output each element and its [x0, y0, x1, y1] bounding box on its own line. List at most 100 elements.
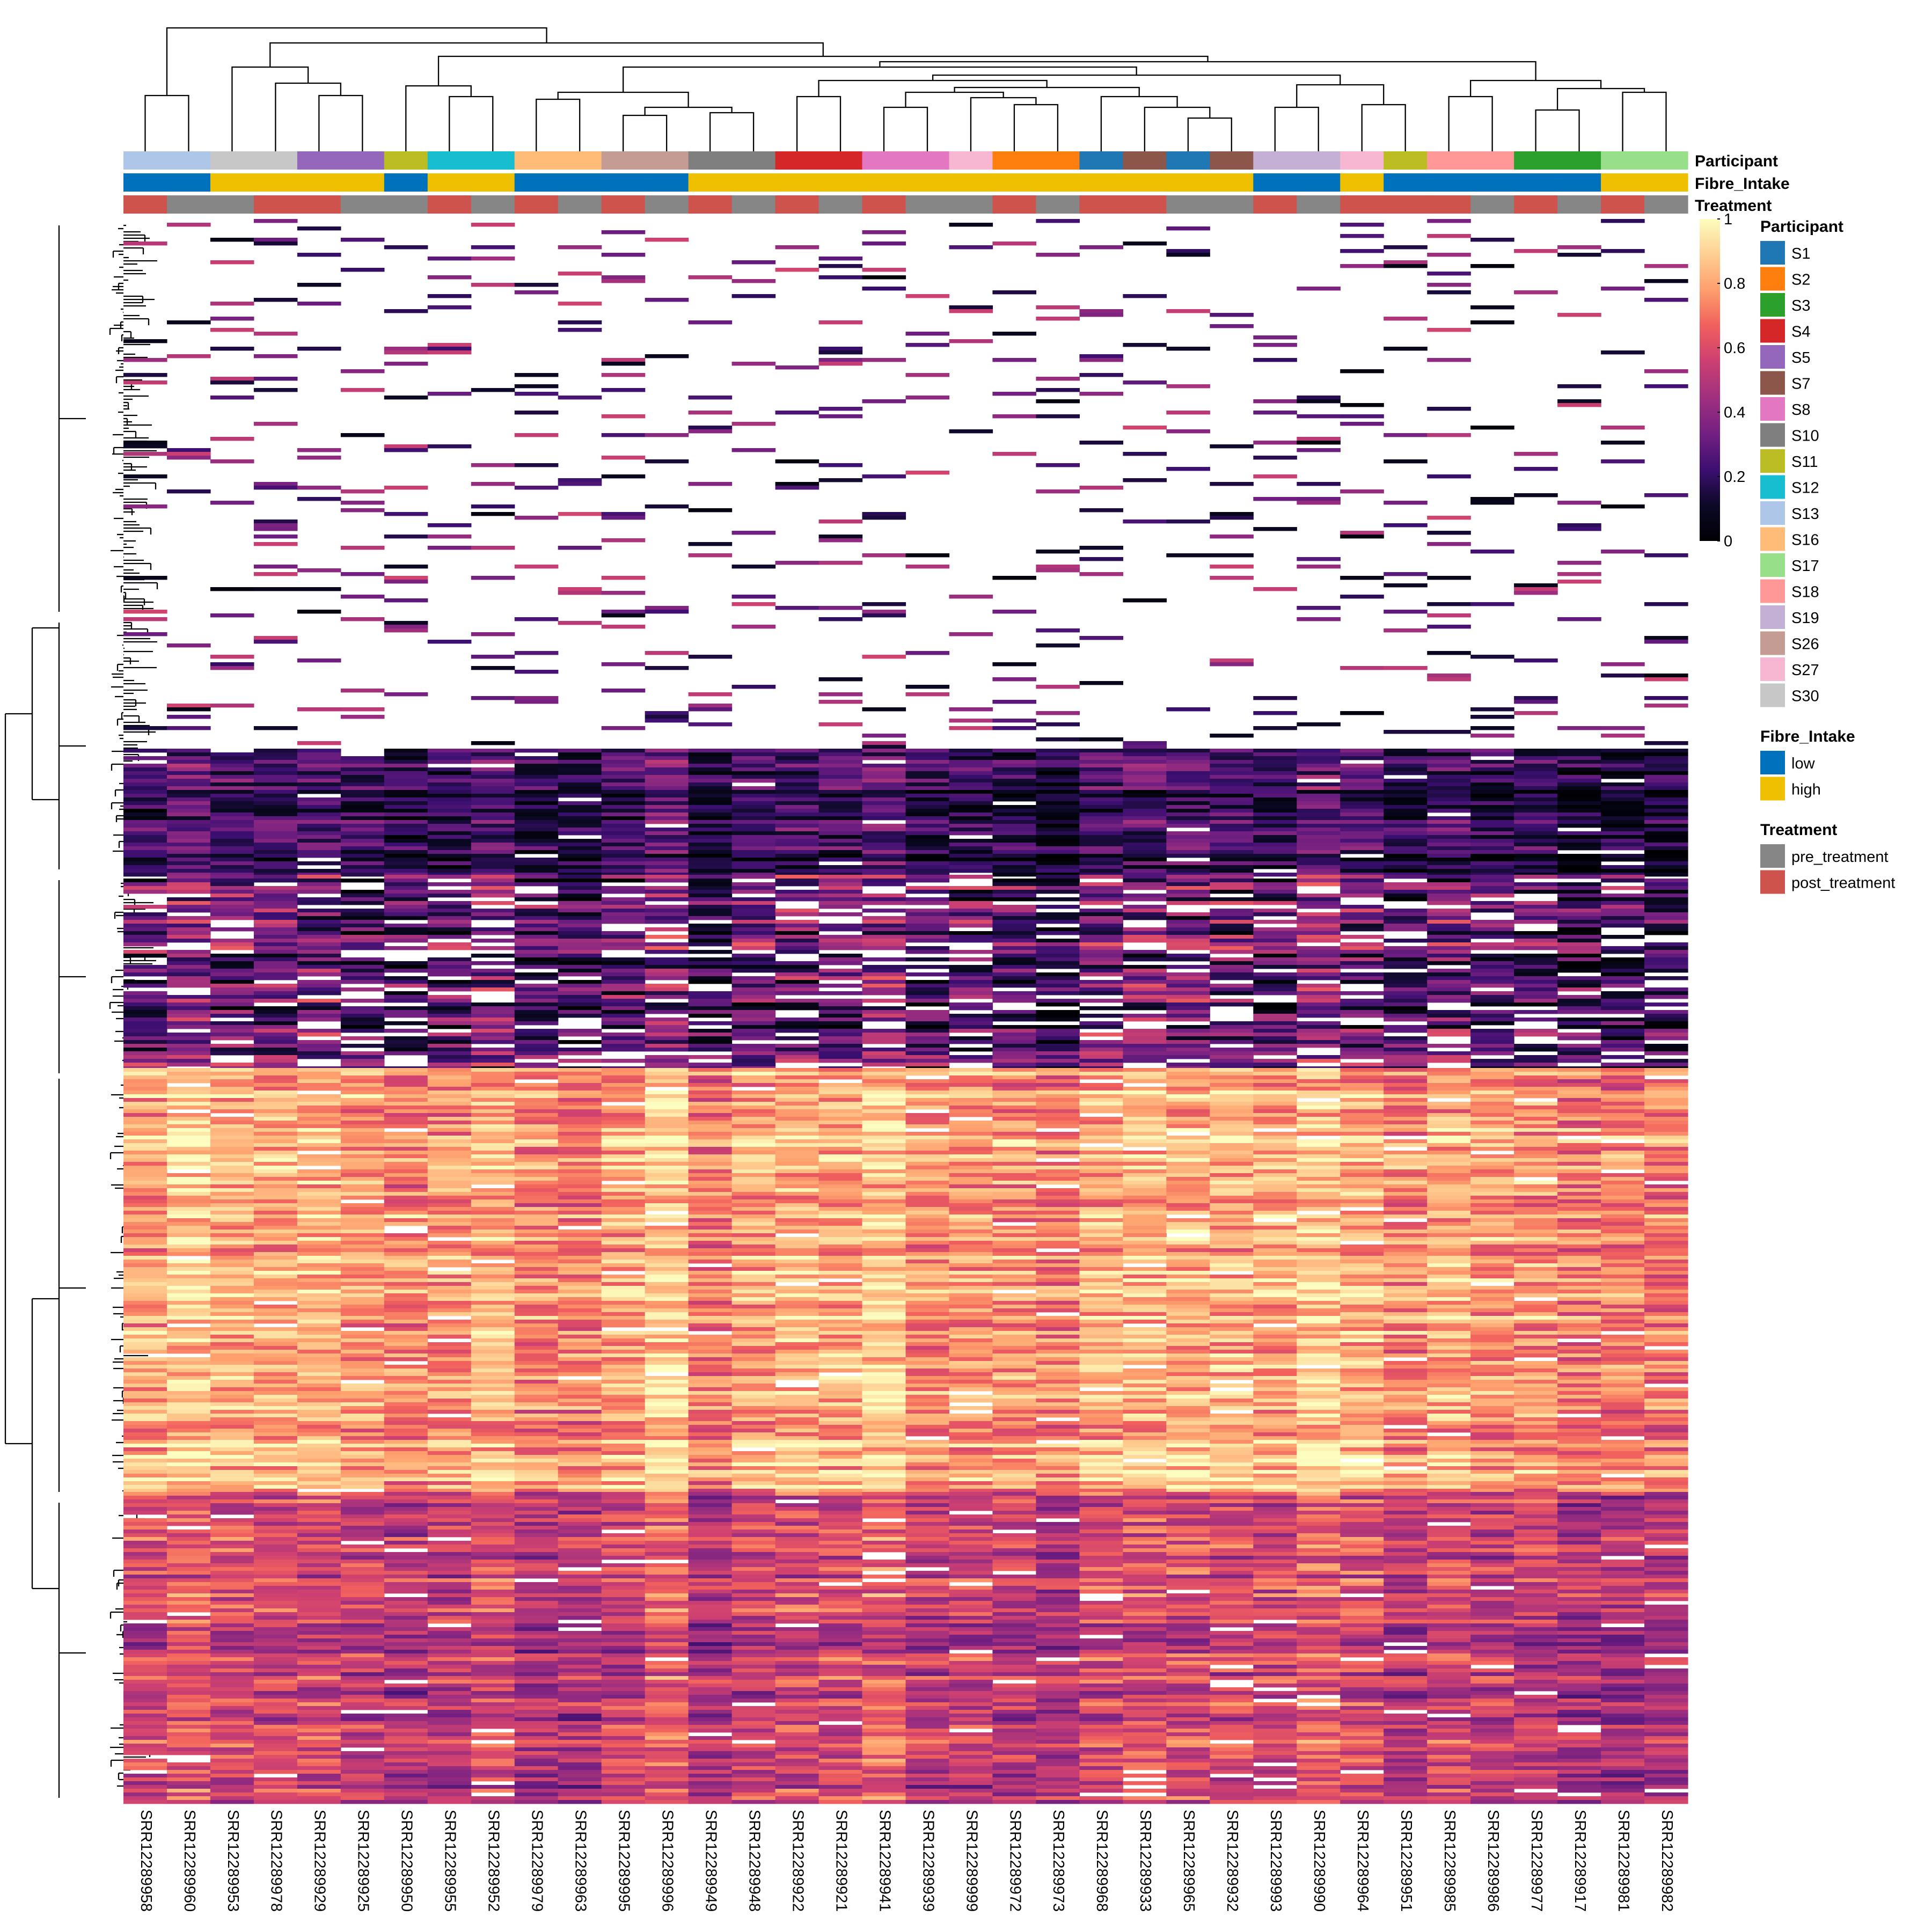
- heatmap-cell: [1514, 816, 1558, 821]
- heatmap-cell: [1427, 1151, 1471, 1155]
- heatmap-cell: [123, 912, 167, 917]
- heatmap-cell: [775, 1059, 819, 1063]
- heatmap-cell: [167, 764, 211, 768]
- heatmap-cell: [905, 1162, 950, 1166]
- heatmap-cell: [1384, 843, 1428, 847]
- heatmap-cell: [905, 813, 950, 817]
- heatmap-cell: [1297, 897, 1341, 902]
- heatmap-cell: [1123, 426, 1167, 430]
- heatmap-cell: [253, 831, 298, 836]
- heatmap-cell: [471, 909, 515, 913]
- heatmap-cell: [1601, 873, 1645, 877]
- heatmap-cell: [340, 1063, 385, 1067]
- heatmap-cell: [1514, 756, 1558, 760]
- heatmap-cell: [862, 939, 906, 943]
- heatmap-cell: [862, 869, 906, 873]
- participant-cell: [992, 151, 1037, 170]
- fibre-intake-cell: [297, 173, 341, 192]
- heatmap-cell: [992, 332, 1036, 336]
- heatmap-cell: [731, 987, 776, 992]
- heatmap-cell: [558, 894, 602, 898]
- heatmap-cell: [558, 396, 602, 400]
- heatmap-cell: [1166, 771, 1210, 775]
- heatmap-cell: [340, 972, 385, 977]
- participant-cell: [1384, 151, 1428, 170]
- heatmap-cell: [1514, 846, 1558, 851]
- heatmap-cell: [558, 794, 602, 798]
- heatmap-cell: [1514, 957, 1558, 962]
- heatmap-cell: [1253, 805, 1297, 809]
- heatmap-cell: [905, 875, 950, 879]
- heatmap-cell: [1297, 764, 1341, 768]
- heatmap-cell: [1644, 987, 1688, 992]
- heatmap-cell: [210, 813, 254, 817]
- heatmap-cell: [210, 767, 254, 772]
- heatmap-cell: [1297, 1029, 1341, 1033]
- heatmap-cell: [1557, 771, 1601, 775]
- heatmap-cell: [1253, 1021, 1297, 1026]
- heatmap-cell: [297, 931, 341, 935]
- fibre-intake-cell: [1123, 173, 1167, 192]
- heatmap-cell: [1514, 1139, 1558, 1144]
- heatmap-cell: [427, 760, 472, 764]
- heatmap-cell: [1514, 865, 1558, 869]
- heatmap-cell: [471, 1033, 515, 1037]
- heatmap-cell: [601, 275, 646, 280]
- heatmap-cell: [1470, 779, 1514, 783]
- heatmap-cell: [731, 1006, 776, 1011]
- heatmap-cell: [1036, 905, 1080, 909]
- heatmap-cell: [1123, 1143, 1167, 1147]
- heatmap-cell: [601, 991, 646, 996]
- heatmap-cell: [253, 824, 298, 828]
- heatmap-cell: [340, 1055, 385, 1059]
- heatmap-cell: [1644, 927, 1688, 932]
- heatmap-cell: [340, 790, 385, 794]
- heatmap-cell: [645, 987, 689, 992]
- heatmap-cell: [645, 610, 689, 614]
- heatmap-cell: [1427, 1025, 1471, 1029]
- heatmap-cell: [340, 999, 385, 1003]
- heatmap-cell: [123, 775, 167, 779]
- heatmap-cell: [949, 779, 993, 783]
- heatmap-cell: [123, 380, 167, 385]
- heatmap-cell: [1644, 279, 1688, 283]
- heatmap-cell: [1123, 519, 1167, 524]
- heatmap-cell: [992, 1051, 1036, 1056]
- heatmap-cell: [253, 298, 298, 302]
- heatmap-cell: [818, 358, 863, 362]
- heatmap-cell: [775, 909, 819, 913]
- heatmap-cell: [1210, 482, 1254, 486]
- heatmap-cell: [818, 1139, 863, 1144]
- heatmap-cell: [1123, 294, 1167, 298]
- heatmap-cell: [427, 523, 472, 528]
- heatmap-cell: [905, 1087, 950, 1091]
- heatmap-cell: [1166, 1113, 1210, 1117]
- heatmap-cell: [601, 976, 646, 980]
- heatmap-cell: [601, 1036, 646, 1041]
- heatmap-cell: [1601, 905, 1645, 909]
- heatmap-cell: [862, 1121, 906, 1125]
- participant-annotation-bar: [123, 151, 1688, 170]
- heatmap-cell: [1470, 839, 1514, 843]
- heatmap-cell: [1079, 1139, 1123, 1144]
- heatmap-cell: [601, 775, 646, 779]
- heatmap-cell: [645, 879, 689, 883]
- heatmap-cell: [1644, 801, 1688, 806]
- heatmap-cell: [1253, 961, 1297, 965]
- heatmap-cell: [992, 752, 1036, 757]
- heatmap-cell: [992, 905, 1036, 909]
- heatmap-cell: [1036, 782, 1080, 787]
- heatmap-cell: [1210, 931, 1254, 935]
- heatmap-cell: [558, 1051, 602, 1056]
- heatmap-cell: [862, 1055, 906, 1059]
- heatmap-cell: [1166, 749, 1210, 753]
- heatmap-cell: [1340, 890, 1384, 894]
- heatmap-cell: [731, 969, 776, 973]
- heatmap-cell: [905, 790, 950, 794]
- heatmap-cell: [1253, 972, 1297, 977]
- heatmap-cell: [1384, 850, 1428, 854]
- heatmap-cell: [645, 897, 689, 902]
- heatmap-cell: [514, 1106, 559, 1110]
- heatmap-cell: [1470, 1014, 1514, 1018]
- heatmap-cell: [731, 1063, 776, 1067]
